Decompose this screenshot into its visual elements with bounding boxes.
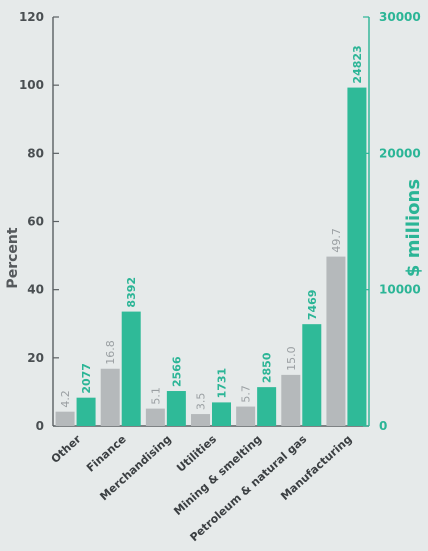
bar-percent bbox=[191, 414, 210, 426]
left-tick-label: 0 bbox=[36, 419, 44, 433]
bar-millions bbox=[166, 391, 186, 426]
data-label-percent: 15.0 bbox=[285, 346, 298, 371]
data-label-millions: 1731 bbox=[216, 368, 229, 399]
y-axis-label-right: $ millions bbox=[403, 179, 424, 277]
data-label-percent: 16.8 bbox=[104, 340, 117, 365]
bar-millions bbox=[121, 311, 141, 426]
bar-percent bbox=[145, 408, 165, 426]
left-tick-label: 20 bbox=[27, 351, 44, 365]
bar-percent bbox=[55, 411, 75, 426]
bar-millions bbox=[257, 387, 277, 426]
bar-percent bbox=[281, 374, 301, 426]
data-label-percent: 3.5 bbox=[195, 393, 208, 411]
right-axis: 0 10000 20000 30000 bbox=[363, 10, 421, 433]
bar-millions bbox=[347, 87, 367, 426]
bar-percent bbox=[326, 256, 346, 426]
bar-percent bbox=[100, 368, 120, 426]
data-label-percent: 49.7 bbox=[330, 228, 343, 253]
left-tick-label: 120 bbox=[19, 10, 44, 24]
bar-percent bbox=[236, 406, 256, 426]
data-label-percent: 5.7 bbox=[240, 385, 253, 403]
right-tick-label: 30000 bbox=[379, 10, 421, 24]
data-label-millions: 2850 bbox=[261, 352, 274, 383]
data-label-percent: 5.1 bbox=[149, 387, 162, 405]
data-labels: 4.2 2077 16.8 8392 5.1 2566 3.5 1731 5.7 2850 15.0… bbox=[59, 45, 364, 410]
bar-millions bbox=[76, 397, 96, 426]
data-label-millions: 2077 bbox=[80, 363, 93, 394]
left-tick-label: 60 bbox=[27, 215, 44, 229]
left-tick-label: 80 bbox=[27, 146, 44, 160]
left-tick-label: 40 bbox=[27, 283, 44, 297]
data-label-millions: 7469 bbox=[306, 290, 319, 321]
right-tick-label: 0 bbox=[379, 419, 387, 433]
y-axis-label-left: Percent bbox=[5, 227, 21, 288]
bars bbox=[55, 87, 367, 426]
bar-millions bbox=[212, 402, 231, 426]
right-tick-label: 10000 bbox=[379, 283, 421, 297]
bar-millions bbox=[302, 324, 322, 426]
data-label-millions: 2566 bbox=[170, 356, 183, 387]
data-label-millions: 8392 bbox=[125, 277, 138, 308]
left-tick-label: 100 bbox=[19, 78, 44, 92]
data-label-millions: 24823 bbox=[351, 45, 364, 83]
right-tick-label: 20000 bbox=[379, 146, 421, 160]
data-label-percent: 4.2 bbox=[59, 390, 72, 408]
left-axis: 0 20 40 60 80 100 120 bbox=[19, 10, 369, 433]
